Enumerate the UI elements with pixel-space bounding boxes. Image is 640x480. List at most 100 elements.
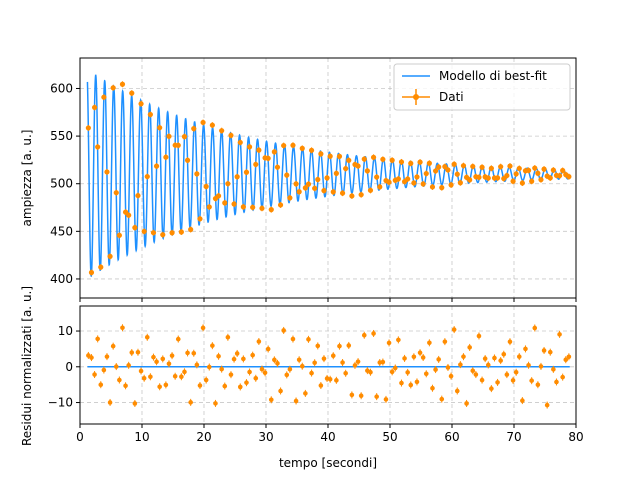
data-point xyxy=(256,147,262,153)
residual-point xyxy=(89,355,94,360)
data-point xyxy=(380,156,386,162)
data-point xyxy=(454,171,460,177)
data-point xyxy=(110,85,116,91)
data-point xyxy=(525,167,532,173)
data-point xyxy=(535,170,541,176)
residual-point xyxy=(470,368,476,374)
residual-point xyxy=(296,357,302,363)
data-point xyxy=(259,205,265,211)
residual-point xyxy=(126,363,131,368)
data-point xyxy=(507,163,513,169)
residual-point xyxy=(402,356,407,361)
data-point xyxy=(299,145,305,151)
residual-point xyxy=(436,357,441,362)
data-point xyxy=(429,184,436,190)
data-point xyxy=(436,164,442,170)
data-point xyxy=(234,174,240,180)
residual-point xyxy=(513,369,519,375)
data-point xyxy=(510,178,516,184)
residual-point xyxy=(222,383,228,389)
residual-point xyxy=(241,356,246,362)
residual-point xyxy=(154,359,159,365)
residual-point xyxy=(520,398,525,403)
data-point xyxy=(451,161,457,167)
data-point xyxy=(355,163,361,169)
data-point xyxy=(144,173,150,180)
top-y-tick-label: 550 xyxy=(50,129,73,143)
residual-point xyxy=(343,370,348,376)
bottom-y-ticks: −10 0 10 xyxy=(48,324,80,410)
top-panel: 400 450 500 550 600 ampiezza [a. u.] Modello… xyxy=(20,57,577,302)
data-point xyxy=(135,192,141,199)
data-point xyxy=(243,169,250,175)
bottom-x-tick-label: 30 xyxy=(258,430,273,444)
residual-point xyxy=(405,370,410,375)
residual-point xyxy=(532,325,538,331)
data-point xyxy=(240,204,246,210)
residual-point xyxy=(123,383,128,389)
residual-point xyxy=(95,336,100,342)
data-point xyxy=(129,90,135,96)
data-point xyxy=(411,180,417,186)
residual-point xyxy=(169,353,175,358)
data-point xyxy=(206,204,212,210)
residual-point xyxy=(219,366,224,372)
data-point xyxy=(197,216,203,222)
data-point xyxy=(386,179,392,185)
residual-point xyxy=(182,369,187,375)
legend-data-swatch xyxy=(402,89,430,105)
data-point xyxy=(274,164,281,170)
data-point xyxy=(556,173,563,179)
data-point xyxy=(203,183,209,190)
bottom-y-tick-label: 10 xyxy=(58,324,73,338)
data-point xyxy=(358,192,364,198)
residual-point xyxy=(268,397,274,403)
residual-point xyxy=(374,394,379,399)
data-point xyxy=(153,163,160,169)
data-point xyxy=(377,184,383,190)
residual-point xyxy=(327,376,333,382)
residual-point xyxy=(321,356,327,361)
residual-point xyxy=(120,325,125,331)
data-point xyxy=(126,212,132,218)
residual-point xyxy=(458,362,463,367)
residual-point xyxy=(461,354,466,359)
residual-point xyxy=(334,378,339,383)
data-point xyxy=(432,168,439,174)
data-point xyxy=(423,170,429,177)
data-point xyxy=(494,175,501,181)
residual-point xyxy=(417,350,423,356)
data-point xyxy=(296,189,302,195)
data-point xyxy=(339,190,346,196)
residual-point xyxy=(104,354,110,359)
data-point xyxy=(346,157,352,163)
residual-point xyxy=(141,375,147,381)
residual-point xyxy=(386,340,392,346)
residual-point xyxy=(529,378,534,383)
data-point xyxy=(169,230,175,236)
residual-point xyxy=(442,339,448,344)
data-point xyxy=(324,175,330,181)
residual-point xyxy=(551,367,556,372)
residual-point xyxy=(247,369,252,375)
residual-point xyxy=(535,382,541,388)
residual-point xyxy=(448,373,454,379)
data-point xyxy=(321,188,327,194)
data-point xyxy=(231,201,237,207)
residual-point xyxy=(566,354,572,360)
residual-point xyxy=(309,370,314,376)
residual-point xyxy=(340,360,345,365)
data-point xyxy=(228,132,234,139)
residual-point xyxy=(179,374,184,380)
residual-point xyxy=(92,372,97,377)
residual-point xyxy=(467,345,472,350)
data-point xyxy=(504,172,510,179)
residual-point xyxy=(244,380,249,385)
data-point xyxy=(104,169,110,175)
residual-point xyxy=(110,343,116,349)
residual-point xyxy=(383,397,389,402)
residual-point xyxy=(318,383,324,388)
top-data-points xyxy=(85,81,572,276)
bottom-x-tick-label: 20 xyxy=(196,430,211,444)
residual-point xyxy=(175,336,181,342)
